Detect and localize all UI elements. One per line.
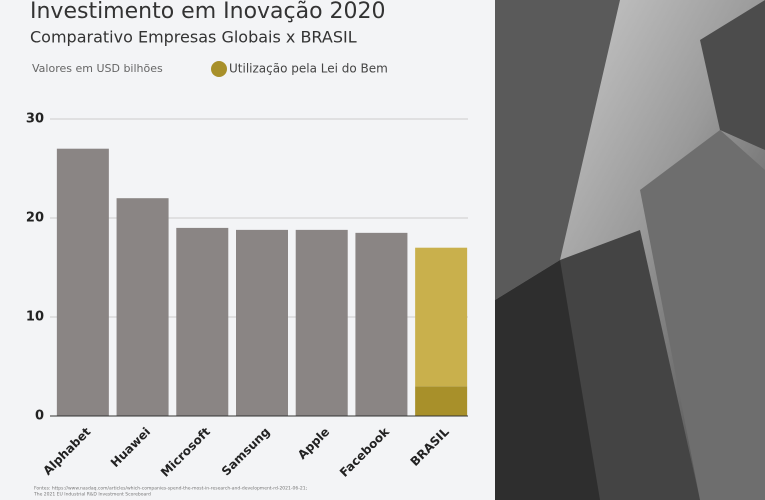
bar (116, 198, 169, 416)
chart-title: Investimento em Inovação 2020 (30, 0, 386, 24)
bar (56, 148, 109, 416)
bar (236, 229, 288, 416)
y-tick-label: 10 (26, 310, 44, 325)
source: The 2021 EU Industrial R&D Investment Sc… (33, 492, 151, 498)
source: Fontes: https://www.nasdaq.com/articles/… (34, 486, 307, 492)
y-tick-label: 0 (35, 409, 44, 424)
legend-swatch (211, 61, 227, 77)
legend-label: Utilização pela Lei do Bem (229, 62, 388, 76)
bar (355, 232, 408, 416)
bar (415, 386, 468, 416)
y-tick-label: 30 (26, 112, 44, 127)
chart-subtitle: Comparativo Empresas Globais x BRASIL (30, 28, 357, 47)
y-tick-label: 20 (26, 211, 44, 226)
units-label: Valores em USD bilhões (32, 62, 163, 75)
bar (295, 229, 348, 416)
photo (495, 0, 765, 500)
bar (415, 247, 468, 387)
bar (176, 227, 229, 416)
